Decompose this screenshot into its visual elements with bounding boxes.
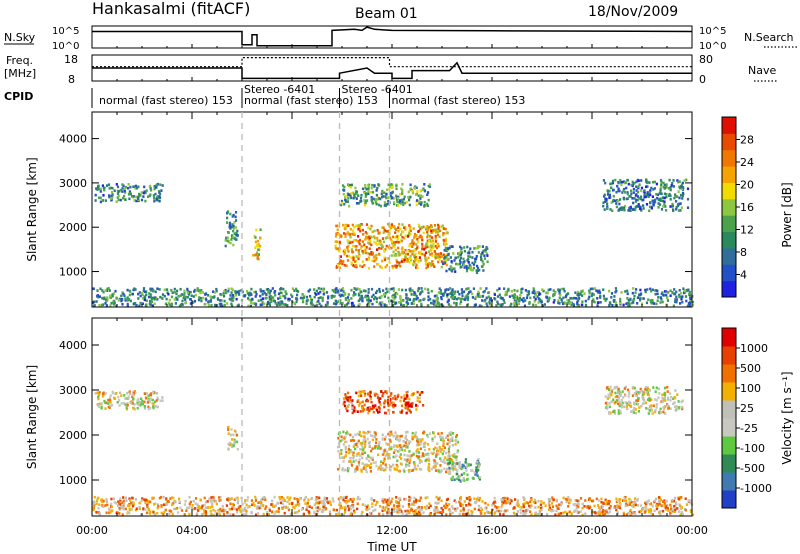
- colorbar-tick: 4: [740, 269, 747, 282]
- colorbar-tick: 24: [740, 156, 754, 169]
- power-colorbar: 28 24 20 16 12 8 4 Power [dB]: [721, 116, 794, 298]
- nsky-label: N.Sky: [4, 31, 36, 44]
- x-tick-label: 08:00: [276, 524, 308, 537]
- freq-tick-top: 18: [64, 53, 78, 66]
- freq-label-2: [MHz]: [4, 67, 36, 80]
- colorbar-tick: 28: [740, 134, 754, 147]
- y-tick-label: 4000: [59, 133, 87, 146]
- colorbar-title: Power [dB]: [780, 182, 794, 247]
- x-tick-label: 00:00: [76, 524, 108, 537]
- y-tick-label: 4000: [59, 339, 87, 352]
- colorbar-tick: -25: [740, 422, 758, 435]
- y-tick-label: 1000: [59, 266, 87, 279]
- nsky-panel: N.Sky 10^5 10^0 10^5 10^0 N.Search: [4, 25, 798, 52]
- colorbar-tick: 500: [740, 362, 761, 375]
- colorbar-tick: -500: [740, 462, 765, 475]
- colorbar-tick: 100: [740, 382, 761, 395]
- colorbar-tick: 8: [740, 246, 747, 259]
- x-axis: 00:00 04:00 08:00 12:00 16:00 20:00 00:00: [76, 44, 708, 537]
- date-label: 18/Nov/2009: [588, 4, 678, 20]
- velocity-colorbar: 1000 500 100 25 -25 -100 -500 -1000 Velocity [m …: [721, 327, 794, 509]
- x-tick-label: 00:00: [676, 524, 708, 537]
- cpid-segment: normal (fast stereo) 153: [392, 94, 526, 107]
- x-tick-label: 20:00: [576, 524, 608, 537]
- colorbar-tick: 25: [740, 402, 754, 415]
- y-tick-label: 3000: [59, 384, 87, 397]
- velocity-panel: Slant Range [km] 1000 2000 3000 4000: [25, 317, 695, 517]
- beam-label: Beam 01: [355, 6, 418, 22]
- y-axis-title: Slant Range [km]: [25, 365, 39, 469]
- freq-label-1: Freq.: [6, 54, 33, 67]
- colorbar-tick: 1000: [740, 342, 768, 355]
- y-tick-label: 1000: [59, 474, 87, 487]
- freq-tick-bottom: 8: [68, 73, 75, 86]
- nsky-series: [92, 26, 693, 47]
- x-axis-title: Time UT: [366, 540, 417, 554]
- nsearch-label: N.Search: [744, 31, 794, 44]
- colorbar-title: Velocity [m s⁻¹]: [780, 371, 794, 464]
- colorbar-tick: -100: [740, 442, 765, 455]
- nsky-tick-top: 10^5: [52, 26, 79, 37]
- y-tick-label: 3000: [59, 177, 87, 190]
- nave-label: Nave: [748, 64, 776, 77]
- cpid-label: CPID: [4, 90, 33, 103]
- colorbar-tick: -1000: [740, 482, 772, 495]
- nsky-tick-bottom: 10^0: [52, 41, 79, 52]
- colorbar-tick: 16: [740, 201, 754, 214]
- colorbar-tick: 20: [740, 179, 754, 192]
- nave-tick-bottom: 0: [699, 73, 706, 86]
- mode-change-lines: [241, 112, 391, 516]
- nave-series: [92, 61, 692, 80]
- cpid-segment: normal (fast stereo) 153: [99, 94, 233, 107]
- nsearch-tick-top: 10^5: [699, 26, 726, 37]
- x-tick-label: 12:00: [376, 524, 408, 537]
- cpid-segment: normal (fast stereo) 153: [244, 94, 378, 107]
- nsearch-tick-bottom: 10^0: [699, 41, 726, 52]
- cpid-segment: Stereo -6401: [342, 83, 413, 96]
- freq-series: [92, 56, 692, 68]
- y-tick-label: 2000: [59, 429, 87, 442]
- cpid-segment: Stereo -6401: [244, 83, 315, 96]
- freq-panel: Freq. [MHz] 18 8 80 0 Nave: [4, 53, 778, 86]
- power-panel: Slant Range [km] 1000 2000 3000 4000: [25, 111, 695, 308]
- x-tick-label: 16:00: [476, 524, 508, 537]
- y-tick-label: 2000: [59, 221, 87, 234]
- x-tick-label: 04:00: [176, 524, 208, 537]
- y-axis-title: Slant Range [km]: [25, 157, 39, 261]
- nave-tick-top: 80: [699, 53, 713, 66]
- colorbar-tick: 12: [740, 224, 754, 237]
- radar-title: Hankasalmi (fitACF): [92, 0, 250, 18]
